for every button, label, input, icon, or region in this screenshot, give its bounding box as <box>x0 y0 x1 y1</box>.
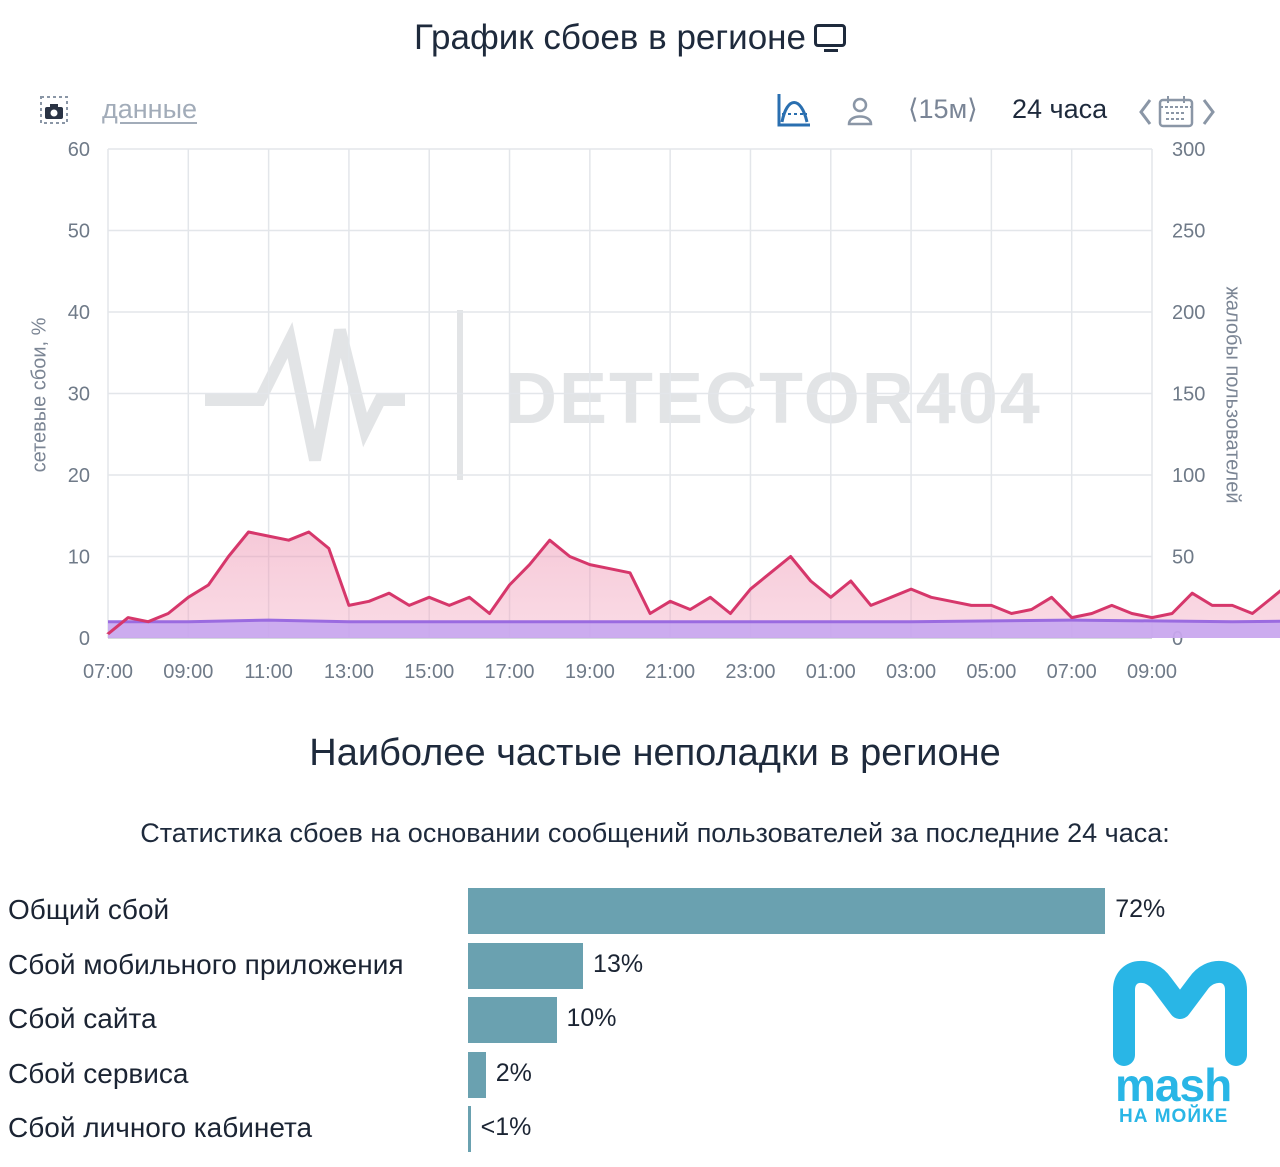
y-tick-label-left: 20 <box>68 465 90 487</box>
issue-bar <box>468 888 1106 934</box>
issue-percent: <1% <box>480 1113 532 1141</box>
issue-percent: 10% <box>566 1004 617 1032</box>
issue-bar <box>468 942 584 989</box>
chart-title: График сбоев в регионе <box>0 18 1260 58</box>
y-tick-label-left: 60 <box>68 139 90 161</box>
person-icon[interactable] <box>846 96 874 126</box>
issue-bar <box>468 1051 486 1098</box>
watermark-text: DETECTOR404 <box>505 359 1042 439</box>
x-tick-label: 23:00 <box>725 661 775 683</box>
issue-label: Сбой мобильного приложения <box>8 948 404 980</box>
outage-chart-panel: График сбоев в регионе данные ⟨15м⟩ 24 ч… <box>0 18 1280 683</box>
interval-selector[interactable]: ⟨15м⟩ <box>908 94 978 124</box>
issue-row: Сбой личного кабинета <1% <box>0 1106 1280 1154</box>
issue-label: Общий сбой <box>8 894 170 925</box>
issue-label: Сбой сервиса <box>8 1057 189 1089</box>
mash-logo-mark <box>1113 960 1247 1066</box>
complaints-line <box>108 618 1280 624</box>
outages-line <box>106 530 1280 636</box>
y-tick-label-left: 40 <box>68 302 90 324</box>
data-link[interactable]: данные <box>102 94 198 124</box>
x-tick-label: 21:00 <box>645 661 695 683</box>
x-tick-label: 07:00 <box>83 661 133 683</box>
y-tick-label-right: 200 <box>1172 302 1205 324</box>
x-tick-label: 15:00 <box>404 661 454 683</box>
y-tick-label-right: 250 <box>1172 221 1205 243</box>
issue-percent: 2% <box>495 1058 532 1087</box>
complaints-area <box>108 620 1280 638</box>
x-tick-label: 07:00 <box>1047 661 1097 683</box>
watermark: DETECTOR404 <box>205 310 1065 480</box>
outages-area <box>108 532 1280 638</box>
x-tick-label: 09:00 <box>1127 661 1177 683</box>
issue-bar <box>468 1106 471 1152</box>
x-tick-label: 11:00 <box>244 661 293 683</box>
y-tick-label-left: 30 <box>68 384 90 406</box>
issue-row: Общий сбой 72% <box>0 888 1280 936</box>
logo-brand: mash <box>1115 1059 1232 1111</box>
y-tick-label-right: 0 <box>1172 628 1183 650</box>
outages-area-chart: 0 10 20 30 40 50 60 0 50 100 150 200 250 300 07:00 09:0… <box>68 139 1280 683</box>
section-subtitle: Статистика сбоев на основании сообщений … <box>140 818 1170 848</box>
x-tick-label: 03:00 <box>886 661 936 683</box>
y-axis-label-left: сетевые сбои, % <box>28 317 51 473</box>
y-tick-label-left: 10 <box>68 547 90 569</box>
y-tick-label-right: 100 <box>1172 465 1205 487</box>
peaks-chart-icon[interactable] <box>776 92 812 128</box>
y-tick-label-left: 0 <box>79 628 90 650</box>
x-tick-label: 09:00 <box>163 661 213 683</box>
mash-logo: mash НА МОЙКЕ <box>1110 960 1250 1130</box>
y-tick-label-left: 50 <box>68 221 90 243</box>
section-title: Наиболее частые неполадки в регионе <box>309 732 1001 774</box>
x-tick-label: 19:00 <box>565 661 615 683</box>
y-tick-label-right: 150 <box>1172 384 1205 406</box>
chart-toolbar: данные ⟨15м⟩ 24 часа <box>0 86 1280 134</box>
issue-bar <box>468 997 557 1043</box>
issue-row: Сбой сервиса 2% <box>0 1051 1280 1100</box>
x-tick-label: 05:00 <box>966 661 1016 683</box>
issue-percent: 72% <box>1115 895 1166 923</box>
x-tick-label: 13:00 <box>324 661 374 683</box>
y-tick-label-right: 50 <box>1172 547 1194 569</box>
y-tick-label-right: 300 <box>1172 139 1205 161</box>
tv-icon <box>813 24 846 52</box>
x-tick-label: 17:00 <box>485 661 535 683</box>
camera-icon[interactable] <box>40 96 68 124</box>
x-tick-label: 01:00 <box>806 661 856 683</box>
chevron-right-icon <box>1202 99 1215 125</box>
issue-label: Сбой личного кабинета <box>8 1112 313 1143</box>
calendar-icon[interactable] <box>1138 94 1218 130</box>
issue-label: Сбой сайта <box>8 1003 157 1034</box>
chevron-left-icon <box>1139 99 1152 125</box>
issue-row: Сбой сайта 10% <box>0 997 1280 1045</box>
issue-percent: 13% <box>593 949 644 978</box>
y-axis-label-right: жалобы пользователей <box>1221 286 1244 504</box>
issue-row: Сбой мобильного приложения 13% <box>0 942 1280 991</box>
logo-tagline: НА МОЙКЕ <box>1119 1106 1229 1127</box>
period-selector[interactable]: 24 часа <box>1012 94 1108 124</box>
